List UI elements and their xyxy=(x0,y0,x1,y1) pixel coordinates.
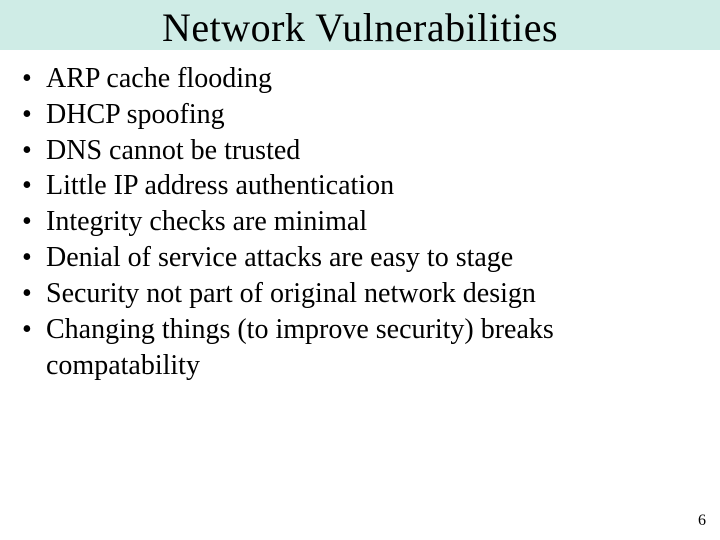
bullet-icon: • xyxy=(22,61,32,97)
list-item: • Integrity checks are minimal xyxy=(18,204,690,240)
list-item: • Changing things (to improve security) … xyxy=(18,312,690,384)
list-item-label: Little IP address authentication xyxy=(46,170,394,201)
bullet-list: • ARP cache flooding • DHCP spoofing • D… xyxy=(18,61,690,383)
list-item-label: ARP cache flooding xyxy=(46,63,272,94)
slide-title: Network Vulnerabilities xyxy=(162,5,558,50)
list-item: • Little IP address authentication xyxy=(18,168,690,204)
list-item-label: Denial of service attacks are easy to st… xyxy=(46,242,513,273)
bullet-icon: • xyxy=(22,133,32,169)
bullet-icon: • xyxy=(22,168,32,204)
bullet-icon: • xyxy=(22,276,32,312)
list-item-label: Changing things (to improve security) br… xyxy=(46,314,554,381)
list-item-label: Integrity checks are minimal xyxy=(46,206,367,237)
list-item: • Denial of service attacks are easy to … xyxy=(18,240,690,276)
list-item: • DNS cannot be trusted xyxy=(18,133,690,169)
bullet-icon: • xyxy=(22,204,32,240)
list-item: • ARP cache flooding xyxy=(18,61,690,97)
bullet-icon: • xyxy=(22,97,32,133)
list-item: • Security not part of original network … xyxy=(18,276,690,312)
list-item: • DHCP spoofing xyxy=(18,97,690,133)
list-item-label: Security not part of original network de… xyxy=(46,278,536,309)
list-item-label: DHCP spoofing xyxy=(46,99,225,130)
bullet-icon: • xyxy=(22,240,32,276)
bullet-icon: • xyxy=(22,312,32,348)
page-number: 6 xyxy=(698,512,706,530)
slide-body: • ARP cache flooding • DHCP spoofing • D… xyxy=(0,57,720,383)
title-bar: Network Vulnerabilities xyxy=(0,0,720,57)
list-item-label: DNS cannot be trusted xyxy=(46,135,300,166)
